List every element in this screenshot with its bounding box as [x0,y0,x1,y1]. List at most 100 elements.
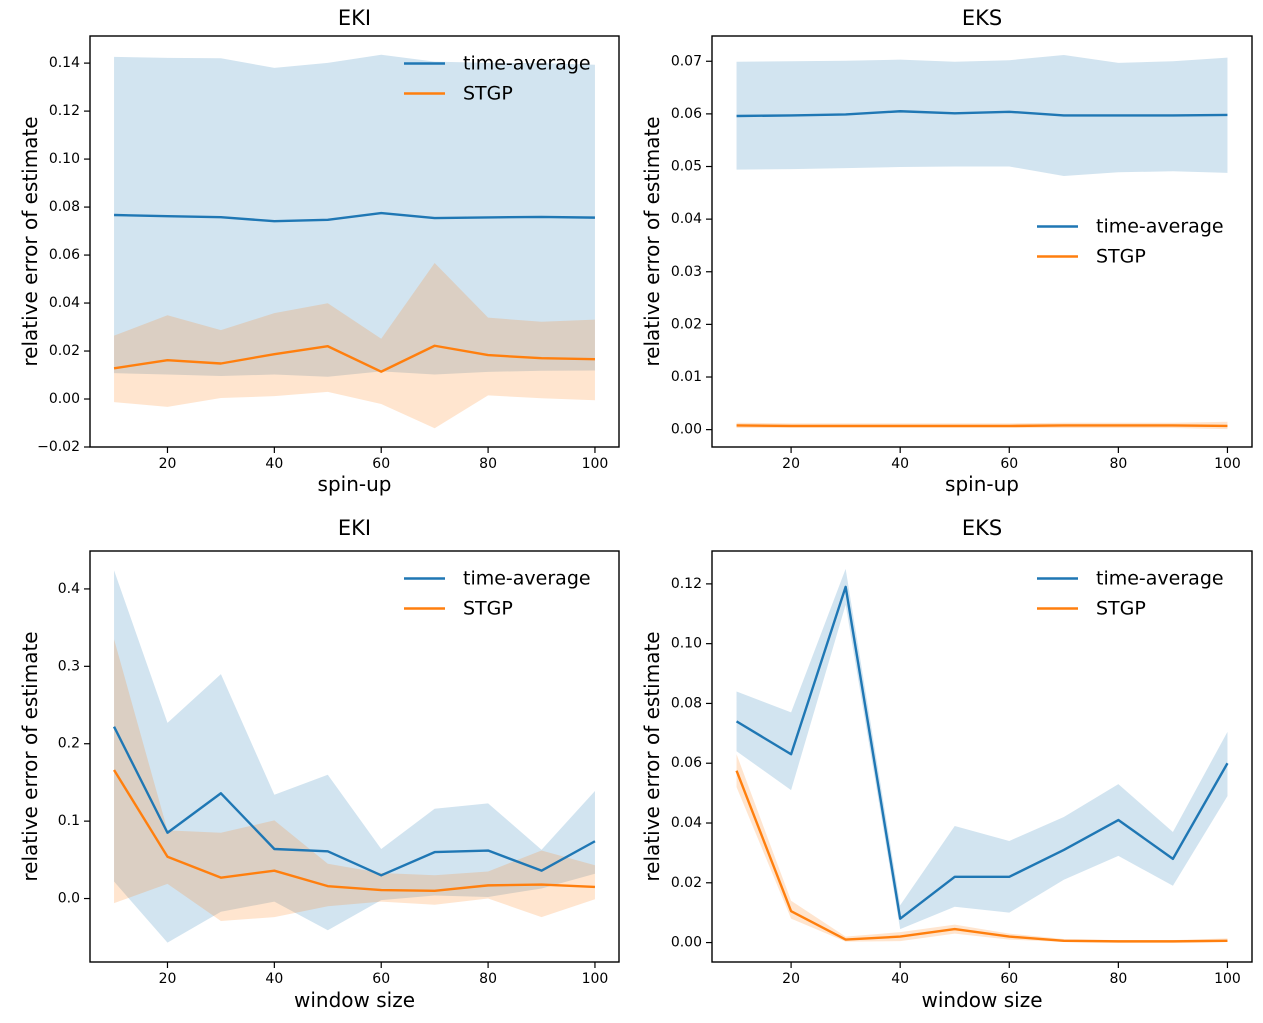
y-tick-label: 0.02 [671,875,702,891]
legend-label-stgp: STGP [1096,598,1146,620]
y-tick-label: 0.14 [49,55,80,71]
chart-title: EKS [962,516,1002,540]
legend-label-time-average: time-average [1096,568,1224,590]
y-tick-label: 0.10 [49,151,80,167]
x-tick-label: 40 [891,456,909,472]
chart-eks-vs-spinup: 20 40 60 80 1000.000.010.020.030.040.050.060… [640,6,1253,496]
series-line-stgp [735,770,1228,943]
axes-frame [711,35,1253,448]
y-tick-label: 0.05 [671,159,702,175]
confidence-band-time-average [114,570,595,943]
x-tick-label: 20 [159,456,177,472]
y-tick-label: 0.12 [671,576,702,592]
y-tick-label: 0.3 [58,658,80,674]
y-axis-label: relative error of estimate [18,116,42,366]
y-tick-label: 0.02 [49,343,80,359]
series-line-time-average [114,211,595,223]
legend: time-average STGP [1037,216,1224,268]
y-tick-label: 0.04 [671,211,702,227]
confidence-band-time-average [736,54,1228,176]
legend: time-average STGP [1037,568,1224,620]
confidence-band-stgp [114,262,595,429]
y-tick-label: 0.4 [58,581,80,597]
x-tick-label: 20 [782,971,800,987]
x-axis: 20 40 60 80 100 [782,962,1241,987]
legend-label-stgp: STGP [463,598,513,620]
y-axis-label: relative error of estimate [640,631,664,881]
confidence-band-stgp [114,639,595,921]
x-tick-label: 60 [372,456,390,472]
y-tick-label: 0.00 [671,935,702,951]
legend-label-stgp: STGP [463,83,513,105]
series-line-stgp [736,424,1228,428]
x-tick-label: 80 [1109,971,1127,987]
x-axis: 20 40 60 80 100 [159,962,609,987]
x-axis: 20 40 60 80 100 [782,447,1241,472]
x-tick-label: 100 [1214,456,1241,472]
x-axis-label: window size [921,988,1042,1012]
legend: time-average STGP [404,568,591,620]
series-line-stgp [113,344,595,373]
x-tick-label: 60 [1000,456,1018,472]
y-axis: 0.0 0.1 0.2 0.3 0.4 [58,581,90,907]
series-line-time-average [112,726,596,877]
y-tick-label: 0.1 [58,813,80,829]
legend-label-time-average: time-average [463,568,591,590]
y-tick-label: 0.0 [58,891,80,907]
axes-frame [711,550,1253,963]
chart-title: EKS [962,6,1002,30]
y-tick-label: 0.2 [58,736,80,752]
chart-title: EKI [338,516,371,540]
y-tick-label: 0.00 [671,422,702,438]
x-tick-label: 60 [1000,971,1018,987]
chart-eks-vs-window-size: 20 40 60 80 100 0.00 0.02 0.04 0.06 0.08 0.10 0.12 E… [640,516,1253,1012]
y-tick-label: 0.00 [49,391,80,407]
x-axis-label: window size [294,988,415,1012]
x-tick-label: 80 [1109,456,1127,472]
y-tick-label: 0.06 [671,755,702,771]
y-tick-label: 0.04 [671,815,702,831]
confidence-band-time-average [736,568,1228,930]
y-axis: −0.02 0.00 0.02 0.04 0.06 0.08 0.10 0.12 0.14 [37,55,90,455]
x-tick-label: 40 [891,971,909,987]
y-tick-label: 0.07 [671,53,702,69]
x-axis-label: spin-up [318,472,392,496]
y-tick-label: 0.06 [49,247,80,263]
y-tick-label: 0.01 [671,369,702,385]
series-line-time-average [736,110,1228,118]
x-tick-label: 100 [582,971,609,987]
x-tick-label: 60 [372,971,390,987]
legend-label-time-average: time-average [463,53,591,75]
legend: time-average STGP [404,53,591,105]
chart-eki-vs-spinup: 20 40 60 80 100 −0.02 0.00 0.02 0.04 0.06 0.08 0.10… [18,6,620,496]
series-line-time-average [735,585,1229,920]
y-tick-label: 0.06 [671,106,702,122]
axes-frame [89,35,620,448]
y-axis: 0.00 0.02 0.04 0.06 0.08 0.10 0.12 [671,576,712,951]
x-axis: 20 40 60 80 100 [159,447,609,472]
series-line-stgp [113,769,596,892]
legend-label-time-average: time-average [1096,216,1224,238]
y-tick-label: −0.02 [37,439,80,455]
axes-frame [89,550,620,963]
y-tick-label: 0.10 [671,636,702,652]
y-tick-label: 0.03 [671,264,702,280]
legend-label-stgp: STGP [1096,246,1146,268]
y-tick-label: 0.04 [49,295,80,311]
x-tick-label: 100 [1214,971,1241,987]
y-axis-label: relative error of estimate [18,631,42,881]
y-axis: 0.00 0.01 0.02 0.03 0.04 0.05 0.06 0.07 [671,53,712,438]
y-axis-label: relative error of estimate [640,116,664,366]
chart-eki-vs-window-size: 20 40 60 80 100 0.0 0.1 0.2 0.3 0.4 EKI window size… [18,516,620,1012]
y-tick-label: 0.08 [49,199,80,215]
y-tick-label: 0.02 [671,316,702,332]
x-tick-label: 40 [265,456,283,472]
x-tick-label: 100 [582,456,609,472]
x-tick-label: 20 [159,971,177,987]
chart-title: EKI [338,6,371,30]
y-tick-label: 0.12 [49,103,80,119]
x-tick-label: 80 [479,971,497,987]
x-tick-label: 20 [782,456,800,472]
x-tick-label: 40 [265,971,283,987]
